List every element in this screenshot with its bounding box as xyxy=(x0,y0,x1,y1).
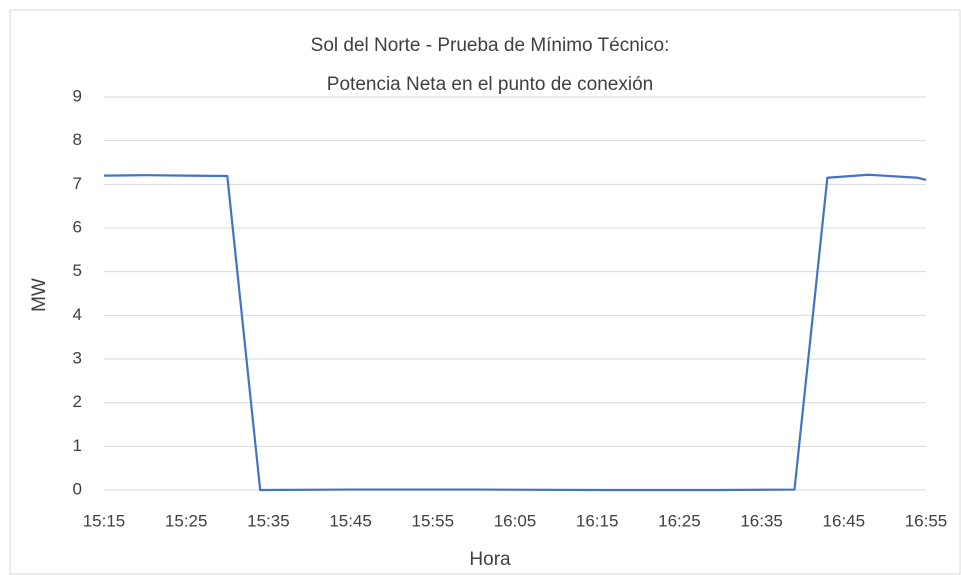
y-tick-label: 1 xyxy=(73,436,82,455)
y-tick-label: 3 xyxy=(73,348,82,367)
x-tick-label: 16:35 xyxy=(740,511,783,530)
chart-title: Sol del Norte - Prueba de Mínimo Técnico… xyxy=(311,35,670,56)
chart-border xyxy=(9,9,961,575)
x-tick-label: 16:45 xyxy=(823,511,866,530)
x-tick-label: 15:15 xyxy=(83,511,126,530)
y-tick-label: 2 xyxy=(73,392,82,411)
x-tick-label: 15:25 xyxy=(165,511,208,530)
x-tick-label: 15:55 xyxy=(412,511,455,530)
x-axis-title: Hora xyxy=(469,549,511,570)
y-tick-label: 7 xyxy=(73,174,82,193)
y-axis-title: MW xyxy=(29,278,50,312)
x-tick-label: 16:55 xyxy=(905,511,948,530)
line-series xyxy=(103,173,927,492)
y-tick-label: 6 xyxy=(73,217,82,236)
y-tick-label: 0 xyxy=(73,479,82,498)
y-tick-label: 4 xyxy=(73,305,82,324)
y-tick-label: 5 xyxy=(73,261,82,280)
y-tick-label: 9 xyxy=(73,86,82,105)
x-tick-label: 16:05 xyxy=(494,511,537,530)
y-tick-label: 8 xyxy=(73,130,82,149)
x-tick-label: 15:35 xyxy=(247,511,290,530)
x-tick-label: 16:25 xyxy=(658,511,701,530)
chart-title: Potencia Neta en el punto de conexión xyxy=(327,74,653,95)
x-tick-label: 16:15 xyxy=(576,511,619,530)
x-tick-label: 15:45 xyxy=(329,511,372,530)
